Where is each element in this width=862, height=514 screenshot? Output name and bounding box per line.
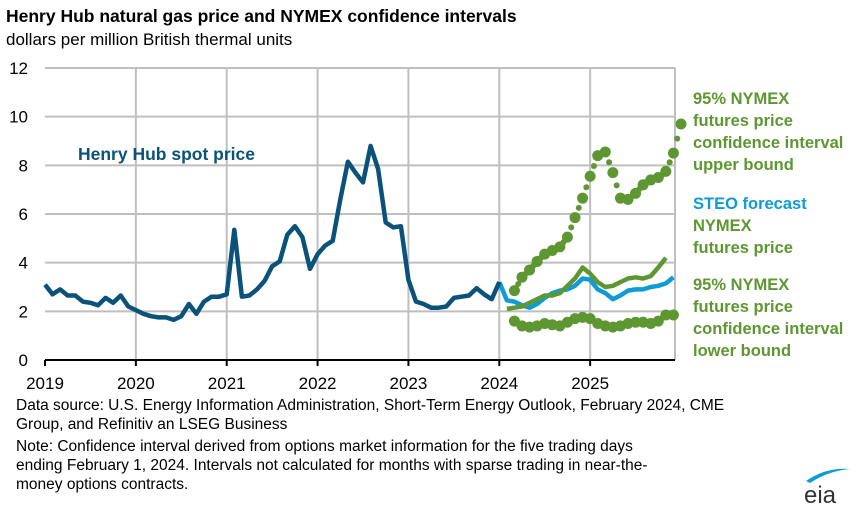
source-line-2: Group, and Refinitiv an LSEG Business — [16, 416, 288, 433]
legend-lower-line-3: confidence interval — [693, 320, 844, 338]
y-tick-label: 6 — [19, 205, 28, 224]
y-tick-label: 0 — [19, 351, 28, 370]
y-tick-label: 2 — [19, 302, 28, 321]
legend-lower-line-1: 95% NYMEX — [693, 276, 790, 294]
chart-note: Note: Confidence interval derived from o… — [16, 437, 648, 494]
eia-logo-arc — [806, 468, 850, 483]
data-point-minor — [613, 182, 620, 189]
data-point-minor — [674, 135, 681, 142]
legend-upper-line-1: 95% NYMEX — [693, 90, 790, 108]
legend-lower-bound: 95% NYMEX futures price confidence inter… — [693, 274, 843, 362]
steo-forecast-line — [497, 275, 675, 310]
series-layer — [43, 118, 687, 333]
data-point-minor — [583, 184, 590, 191]
data-point — [667, 147, 679, 159]
x-tick-label: 2021 — [208, 374, 246, 393]
x-tick-label: 2019 — [26, 374, 64, 393]
spot-price-line — [43, 143, 502, 323]
data-point — [584, 170, 596, 182]
upper-bound-dots — [508, 118, 687, 297]
legend-nymex-line-1: NYMEX — [693, 217, 752, 235]
y-tick-label: 4 — [19, 254, 28, 273]
spot-price-label: Henry Hub spot price — [78, 144, 255, 164]
spot-price-line-path — [43, 143, 502, 323]
nymex-futures-line — [506, 256, 668, 312]
data-point — [675, 118, 687, 130]
y-tick-label: 12 — [9, 59, 28, 78]
data-point-minor — [515, 280, 522, 287]
eia-logo: eia — [804, 468, 850, 507]
legend-upper-line-4: upper bound — [693, 156, 794, 174]
x-tick-label: 2025 — [571, 374, 609, 393]
eia-logo-text: eia — [804, 482, 837, 507]
x-tick-label: 2023 — [390, 374, 428, 393]
x-tick-label: 2022 — [299, 374, 337, 393]
data-point — [561, 231, 573, 243]
chart-title: Henry Hub natural gas price and NYMEX co… — [6, 6, 517, 26]
data-point — [607, 167, 619, 179]
source-line-1: Data source: U.S. Energy Information Adm… — [16, 397, 725, 414]
nymex-futures-line-path — [506, 256, 668, 312]
x-tick-label: 2020 — [117, 374, 155, 393]
data-point — [667, 309, 679, 321]
data-point — [599, 146, 611, 158]
y-axis-ticks: 0 2 4 6 8 10 12 — [9, 59, 28, 370]
data-point — [569, 212, 581, 224]
data-point-minor — [606, 159, 613, 166]
note-line-2: ending February 1, 2024. Intervals not c… — [16, 457, 648, 474]
data-point-minor — [590, 162, 597, 169]
data-point — [508, 285, 520, 297]
legend-steo-nymex: STEO forecast NYMEX futures price — [693, 193, 807, 259]
note-line-3: money options contracts. — [16, 476, 189, 493]
y-tick-label: 8 — [19, 156, 28, 175]
y-tick-label: 10 — [9, 108, 28, 127]
data-point-minor — [666, 159, 673, 166]
x-axis: 2019 2020 2021 2022 2023 2024 2025 — [26, 359, 675, 393]
legend-nymex-line-2: futures price — [693, 239, 793, 257]
chart-subtitle: dollars per million British thermal unit… — [6, 30, 293, 49]
legend-upper-line-2: futures price — [693, 112, 793, 130]
note-line-1: Note: Confidence interval derived from o… — [16, 438, 633, 455]
lower-bound-dots — [508, 309, 679, 333]
data-point — [660, 165, 672, 177]
x-tick-label: 2024 — [480, 374, 518, 393]
data-point-minor — [575, 204, 582, 211]
data-source-note: Data source: U.S. Energy Information Adm… — [16, 396, 724, 434]
data-point — [577, 192, 589, 204]
legend-upper-line-3: confidence interval — [693, 134, 844, 152]
legend-steo-label: STEO forecast — [693, 195, 807, 213]
steo-forecast-line-path — [497, 275, 675, 310]
data-point-minor — [568, 224, 575, 231]
legend-lower-line-4: lower bound — [693, 342, 792, 360]
legend-lower-line-2: futures price — [693, 298, 793, 316]
legend-upper-bound: 95% NYMEX futures price confidence inter… — [693, 88, 843, 176]
